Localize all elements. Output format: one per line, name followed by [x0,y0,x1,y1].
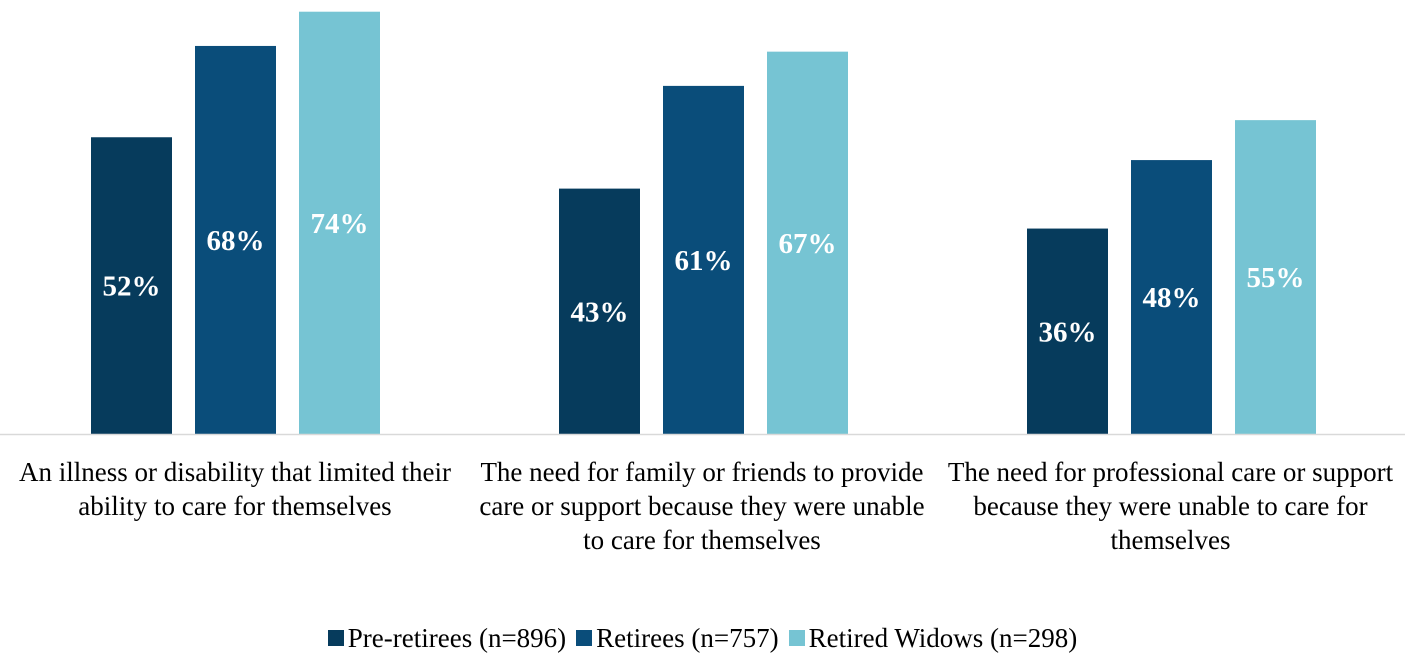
bar-0-1 [559,188,640,434]
legend-item-pre-retirees: Pre-retirees (n=896) [327,622,567,654]
legend-swatch [788,630,805,646]
data-label-1-2: 48% [1143,282,1201,314]
legend-swatch [327,630,344,646]
bar-2-1 [767,51,848,435]
category-label-2: The need for professional care or suppor… [947,457,1394,555]
legend: Pre-retirees (n=896) Retirees (n=757) Re… [0,621,1405,655]
bar-0-2 [1027,228,1108,434]
legend-label: Retirees (n=757) [596,622,779,653]
data-label-0-1: 43% [571,296,629,328]
bar-1-1 [663,85,744,434]
data-label-2-2: 55% [1247,262,1305,294]
legend-item-retired-widows: Retired Widows (n=298) [788,622,1078,654]
bar-1-2 [1131,160,1212,434]
data-label-0-2: 36% [1039,316,1097,348]
bar-0-0 [91,137,172,434]
legend-item-retirees: Retirees (n=757) [576,622,779,654]
bar-2-2 [1235,120,1316,434]
data-label-2-1: 67% [779,228,837,260]
legend-label: Pre-retirees (n=896) [347,622,567,653]
data-label-1-1: 61% [675,245,733,277]
bar-2-0 [299,11,380,435]
bar-1-0 [195,45,276,435]
data-label-0-0: 52% [103,271,161,303]
legend-label: Retired Widows (n=298) [808,622,1078,653]
category-label-1: The need for family or friends to provid… [479,457,925,555]
bar-chart: 52% 68% 74% 43% 61% 67% 36% 48% 55% [0,11,1405,436]
data-label-2-0: 74% [311,208,369,240]
category-label-0: An illness or disability that limited th… [19,457,451,521]
legend-swatch [576,630,593,646]
data-label-1-0: 68% [207,225,265,257]
